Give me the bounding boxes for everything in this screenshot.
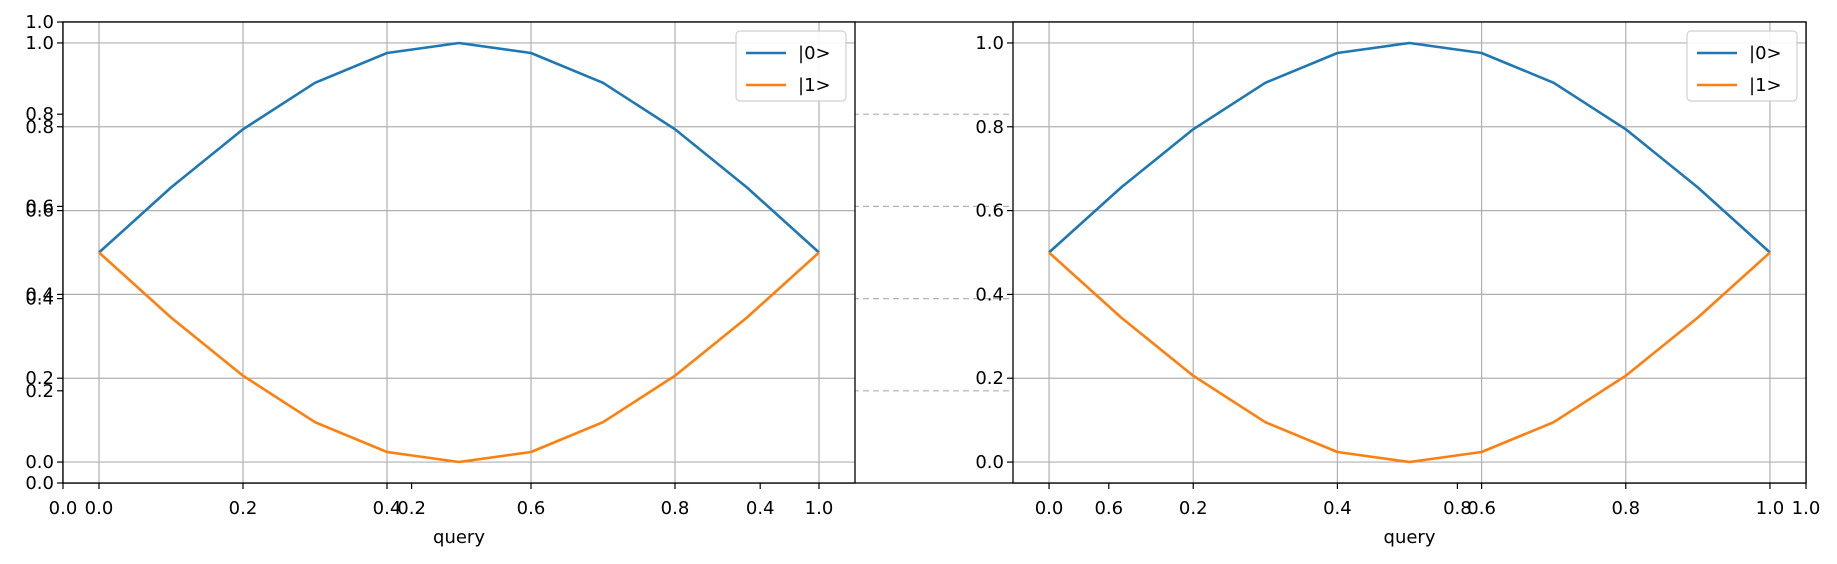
- x-tick-label: 0.2: [1179, 498, 1208, 519]
- legend-box: [735, 30, 847, 102]
- background-x-tick-label: 0.6: [1094, 498, 1123, 519]
- background-x-tick-label: 0.2: [397, 498, 426, 519]
- y-tick-label: 0.4: [975, 284, 1004, 305]
- plot-frame: [62, 21, 856, 484]
- background-y-tick-label: 1.0: [25, 12, 54, 33]
- x-axis-label: query: [1384, 527, 1436, 548]
- y-tick-label: 0.2: [975, 368, 1004, 389]
- background-x-tick-label: 0.8: [1443, 498, 1472, 519]
- x-tick-label: 0.4: [373, 498, 402, 519]
- y-tick-label: 0.8: [975, 117, 1004, 138]
- background-x-tick-label: 0.4: [746, 498, 775, 519]
- background-y-tick-label: 0.6: [25, 196, 54, 217]
- series-line-0: [1048, 41, 1771, 254]
- background-y-tick-label: 0.0: [25, 473, 54, 494]
- x-axis-label: query: [433, 527, 485, 548]
- y-tick-label: 0.4: [25, 284, 54, 305]
- x-tick-label: 0.2: [229, 498, 258, 519]
- legend-label-1: |1>: [1749, 75, 1782, 96]
- x-tick-label: 0.0: [85, 498, 114, 519]
- series-line-1: [98, 251, 820, 464]
- x-tick-label: 1.0: [1756, 498, 1785, 519]
- x-tick-label: 0.8: [1611, 498, 1640, 519]
- y-tick-label: 0.6: [975, 201, 1004, 222]
- background-y-tick-label: 0.8: [25, 104, 54, 125]
- right-plot-panel: 0.0 0.2 0.4 0.6 0.8 1.00.00.20.40.60.81.0quer…: [975, 21, 1807, 548]
- y-tick-label: 0.6: [25, 201, 54, 222]
- plot-area: [1013, 22, 1806, 483]
- y-tick-label: 0.8: [25, 117, 54, 138]
- x-tick-label: 0.0: [1035, 498, 1064, 519]
- legend-label-0: |0>: [1749, 43, 1782, 64]
- series-line-0: [98, 41, 820, 254]
- legend-label-1: |1>: [798, 75, 831, 96]
- y-tick-label: 1.0: [975, 33, 1004, 54]
- series-line-1: [1048, 251, 1771, 464]
- x-tick-label: 1.0: [805, 498, 834, 519]
- y-tick-label: 0.0: [975, 452, 1004, 473]
- legend-label-0: |0>: [798, 43, 831, 64]
- x-tick-label: 0.4: [1323, 498, 1352, 519]
- background-y-tick-label: 0.2: [25, 381, 54, 402]
- left-plot-panel: 0.0 0.2 0.4 0.6 0.8 1.00.00.20.40.60.81.0quer…: [25, 21, 856, 548]
- x-tick-label: 0.6: [517, 498, 546, 519]
- x-tick-label: 0.8: [661, 498, 690, 519]
- background-y-tick-label: 0.4: [25, 289, 54, 310]
- y-tick-label: 0.0: [25, 452, 54, 473]
- x-tick-label: 0.6: [1467, 498, 1496, 519]
- background-x-tick-label: 0.0: [49, 498, 78, 519]
- plot-area: [63, 22, 855, 483]
- legend-box: [1686, 30, 1798, 102]
- y-tick-label: 1.0: [25, 33, 54, 54]
- y-tick-label: 0.2: [25, 368, 54, 389]
- background-x-tick-label: 1.0: [1792, 498, 1821, 519]
- plot-frame: [1012, 21, 1807, 484]
